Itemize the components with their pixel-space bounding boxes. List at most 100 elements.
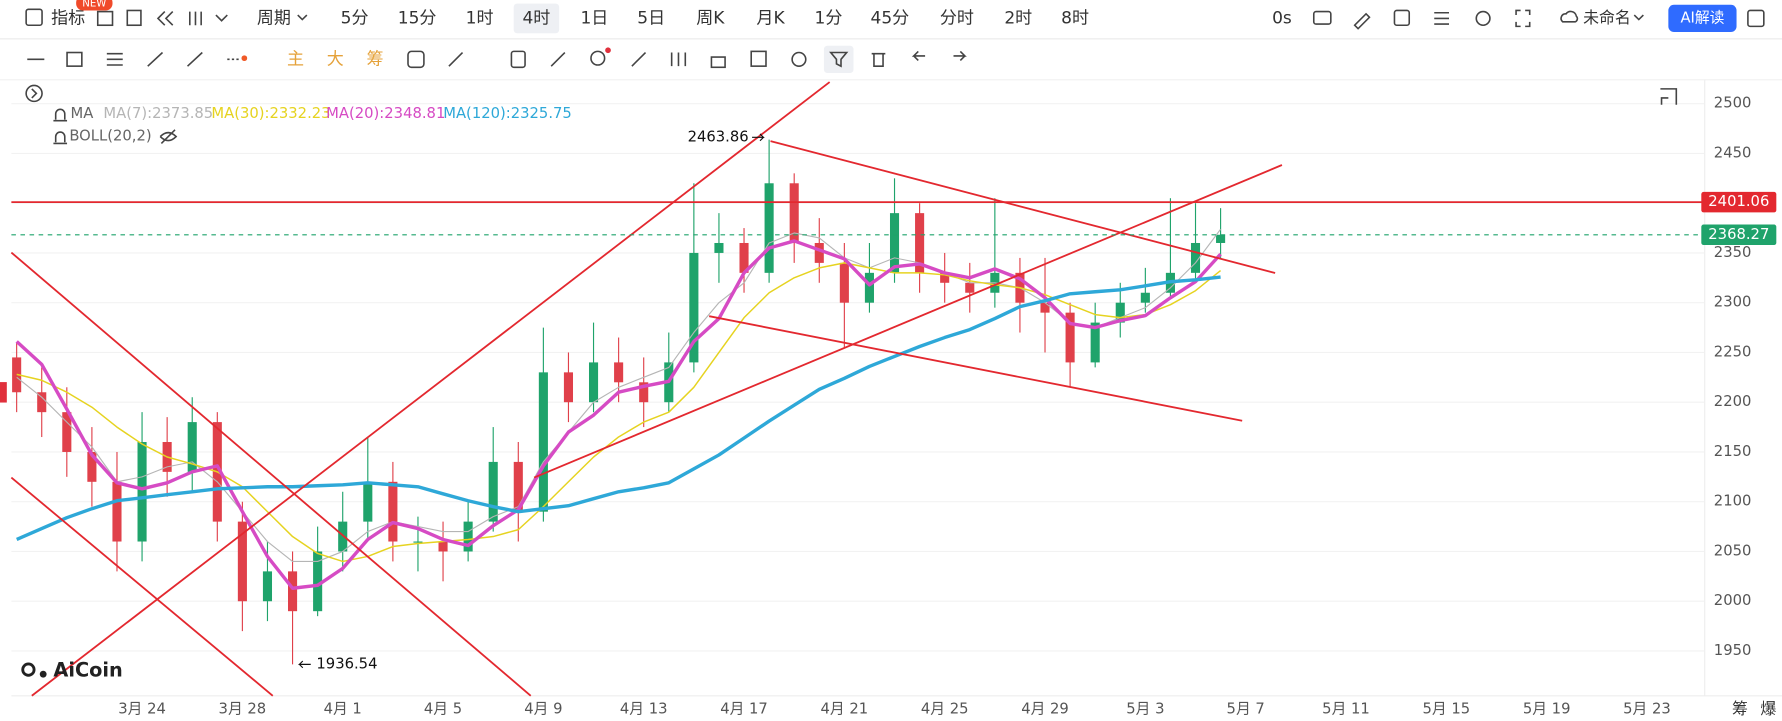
chip-tool[interactable]: 筹 xyxy=(367,49,384,69)
interval[interactable]: 8时 xyxy=(1061,8,1089,28)
ray-tool[interactable] xyxy=(186,51,203,67)
x-tick-label: 3月 28 xyxy=(219,700,267,717)
candle-body xyxy=(614,362,624,383)
x-tick-label: 4月 9 xyxy=(524,700,562,717)
main-tool[interactable]: 主 xyxy=(287,49,304,69)
tool-icon[interactable] xyxy=(407,50,425,69)
liquidation-button[interactable]: 爆 xyxy=(1760,699,1776,718)
chevron xyxy=(1633,14,1644,21)
candle-body xyxy=(889,213,900,273)
layout-name[interactable]: 未命名 xyxy=(1583,8,1631,27)
x-tick-label: 4月 21 xyxy=(821,700,869,717)
share-icon[interactable] xyxy=(1747,9,1765,28)
boll-legend[interactable]: BOLL(20,2) xyxy=(69,128,151,145)
ma-group[interactable]: MA xyxy=(70,105,93,122)
edit-icon[interactable] xyxy=(750,50,767,67)
grid: 1950200020502100215022002250230023502400… xyxy=(11,95,1752,717)
interval[interactable]: 分时 xyxy=(940,8,974,28)
undo-icon[interactable] xyxy=(911,50,926,62)
candle-body xyxy=(137,442,147,542)
interval[interactable]: 4时 xyxy=(522,8,550,28)
rect-tool[interactable] xyxy=(66,51,83,67)
interval[interactable]: 1时 xyxy=(466,8,494,28)
interval[interactable]: 45分 xyxy=(871,8,910,28)
interval[interactable]: 月K xyxy=(756,8,785,28)
interval[interactable]: 5分 xyxy=(341,8,369,28)
channel-tool[interactable] xyxy=(106,52,123,66)
candle-body xyxy=(363,481,373,522)
candle-body xyxy=(1040,302,1050,313)
candle-body xyxy=(1090,322,1100,363)
ai-button[interactable]: AI解读 xyxy=(1680,9,1724,26)
trend-line xyxy=(533,164,1283,479)
x-tick-label: 4月 13 xyxy=(620,700,668,717)
brush-icon[interactable] xyxy=(631,51,647,67)
corner-icon[interactable] xyxy=(1660,88,1678,105)
delete-icon[interactable] xyxy=(871,52,886,67)
y-tick-label: 2050 xyxy=(1714,542,1752,559)
interval[interactable]: 1分 xyxy=(815,8,843,28)
candle-body xyxy=(864,272,874,303)
copy-icon[interactable] xyxy=(510,50,526,69)
countdown: 0s xyxy=(1272,8,1292,28)
toolbar: 指标 NEW 周期 5分 15分 1时 4时 1日 5日 周K 月K 1分 45… xyxy=(0,0,1782,40)
tool-icon[interactable] xyxy=(448,51,464,67)
candle-body xyxy=(839,262,849,303)
ruler-icon[interactable] xyxy=(550,51,566,67)
interval[interactable]: 15分 xyxy=(398,8,437,28)
period-button[interactable]: 周期 xyxy=(257,8,291,28)
candle-body xyxy=(563,372,574,403)
replay-icon[interactable] xyxy=(156,11,174,26)
zoom-icon[interactable] xyxy=(590,50,606,66)
interval[interactable]: 5日 xyxy=(637,8,665,28)
y-tick-label: 2100 xyxy=(1714,493,1752,510)
big-tool[interactable]: 大 xyxy=(327,49,344,69)
candle-body xyxy=(338,521,348,552)
line-tool[interactable] xyxy=(147,51,164,67)
settings-icon[interactable] xyxy=(1475,10,1491,27)
chart-type-icon[interactable] xyxy=(188,11,202,26)
logo-mark xyxy=(21,662,36,677)
candle-body xyxy=(1065,312,1075,363)
draw-toolbar: 主 大 筹 xyxy=(0,45,1782,81)
candle-body xyxy=(438,541,448,552)
redo-icon[interactable] xyxy=(953,50,967,62)
pen-icon[interactable] xyxy=(1353,12,1371,30)
chip-button[interactable]: 筹 xyxy=(1732,699,1748,718)
collapse-button[interactable] xyxy=(25,84,43,103)
overlay: MA(7):2373.85MA(30):2332.23MA(20):2348.8… xyxy=(11,105,1777,672)
candle-body xyxy=(488,461,498,522)
camera-icon[interactable] xyxy=(1312,10,1332,25)
filter-icon[interactable] xyxy=(829,51,849,68)
list-icon[interactable] xyxy=(1434,11,1450,25)
candle-body xyxy=(965,282,975,293)
indicator-button[interactable]: 指标 xyxy=(51,8,85,28)
candle-body xyxy=(1216,234,1226,243)
layout-icon[interactable] xyxy=(126,9,142,27)
y-tick-label: 1950 xyxy=(1714,642,1752,659)
magnet-icon[interactable] xyxy=(670,52,687,67)
interval[interactable]: 周K xyxy=(696,8,725,28)
ma-line xyxy=(16,275,1221,542)
fullscreen-icon[interactable] xyxy=(1515,9,1531,28)
bell-icon[interactable] xyxy=(53,108,68,122)
interval[interactable]: 1日 xyxy=(580,8,608,28)
indicator-icon xyxy=(25,8,43,27)
hide-icon[interactable] xyxy=(159,129,178,144)
dot xyxy=(605,47,611,54)
candle-body xyxy=(739,242,749,273)
drawings xyxy=(10,81,1283,697)
candle-body xyxy=(112,481,122,542)
link-icon[interactable] xyxy=(791,51,807,67)
ai-button-bg[interactable] xyxy=(1668,4,1737,33)
chevron[interactable] xyxy=(215,14,228,22)
y-tick-label: 2250 xyxy=(1714,343,1752,360)
add-icon[interactable] xyxy=(1393,9,1411,27)
x-tick-label: 4月 29 xyxy=(1021,700,1069,717)
lock-icon[interactable] xyxy=(710,56,726,69)
price-line-tag xyxy=(1701,191,1777,213)
template-icon[interactable] xyxy=(96,10,114,27)
x-tick-label: 4月 25 xyxy=(921,700,969,717)
interval[interactable]: 2时 xyxy=(1004,8,1032,28)
bell-icon[interactable] xyxy=(53,131,68,145)
